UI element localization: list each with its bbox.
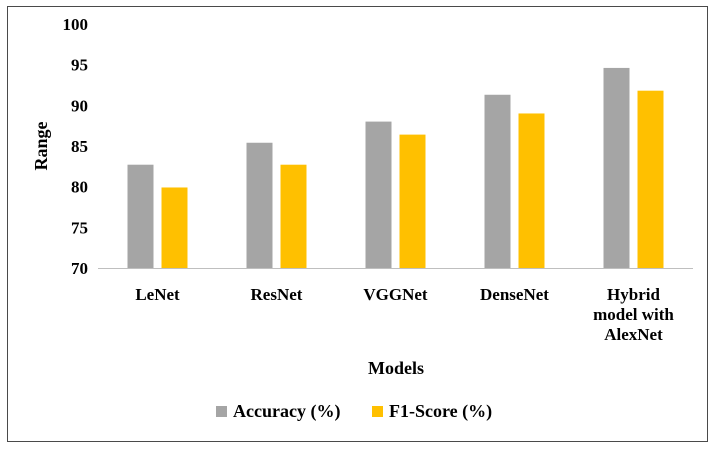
x-category-line: AlexNet (604, 325, 663, 344)
bar-accuracy (484, 94, 511, 268)
x-category-line: LeNet (135, 285, 180, 304)
bars (127, 67, 664, 269)
bar-f1-score (637, 90, 664, 269)
x-category-label: DenseNet (480, 285, 549, 304)
x-axis-title: Models (368, 358, 424, 378)
bar-accuracy (246, 142, 273, 268)
legend-label: Accuracy (%) (233, 401, 340, 422)
x-category-label: VGGNet (363, 285, 428, 304)
x-category-line: model with (593, 305, 674, 324)
y-axis-title: Range (31, 121, 51, 170)
x-category-line: Hybrid (607, 285, 660, 304)
x-category-label: LeNet (135, 285, 180, 304)
legend-swatch (372, 406, 383, 417)
legend-swatch (216, 406, 227, 417)
bar-accuracy (365, 121, 392, 268)
y-tick-label: 95 (71, 56, 88, 75)
x-category-line: ResNet (251, 285, 303, 304)
legend-label: F1-Score (%) (389, 401, 492, 422)
y-tick-label: 85 (71, 137, 88, 156)
y-tick-label: 90 (71, 96, 88, 115)
legend: Accuracy (%) F1-Score (%) (216, 401, 492, 422)
y-axis-ticks: 70 75 80 85 90 95 100 (63, 15, 89, 278)
x-category-line: DenseNet (480, 285, 549, 304)
x-axis-categories: LeNet ResNet VGGNet DenseNet Hybrid model wit… (135, 285, 674, 344)
bar-f1-score (280, 164, 307, 268)
y-tick-label: 80 (71, 178, 88, 197)
bar-f1-score (518, 113, 545, 268)
y-tick-label: 70 (71, 259, 88, 278)
bar-f1-score (399, 134, 426, 268)
bar-f1-score (161, 187, 188, 268)
bar-accuracy (603, 67, 630, 268)
x-category-line: VGGNet (363, 285, 428, 304)
y-tick-label: 75 (71, 218, 88, 237)
x-category-label: ResNet (251, 285, 303, 304)
chart-frame (7, 6, 708, 442)
y-tick-label: 100 (63, 15, 89, 34)
bar-accuracy (127, 164, 154, 268)
x-category-label: Hybrid model with AlexNet (593, 285, 674, 344)
